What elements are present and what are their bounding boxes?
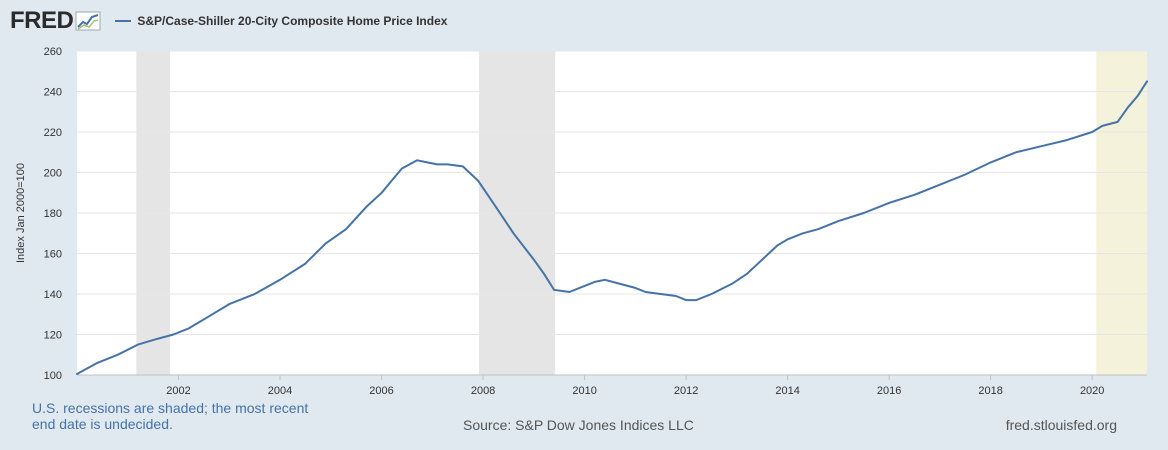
x-tick-label-2004: 2004 [268,385,292,397]
fred-logo-graph-icon [75,11,101,31]
x-tick-label-2018: 2018 [978,385,1002,397]
chart-header: FRED S&P/Case-Shiller 20-City Composite … [10,6,447,36]
recession-note: U.S. recessions are shaded; the most rec… [32,400,309,432]
y-tick-label-240: 240 [44,87,62,99]
line-chart: 100 120 140 160 180 200 220 240 260 2002 2004 2006… [15,46,1148,397]
x-tick-label-2012: 2012 [674,385,698,397]
series-line-1 [76,80,1148,375]
x-tick-label-2014: 2014 [775,385,799,397]
x-tick-label-2010: 2010 [572,385,596,397]
series-layer [76,80,1148,375]
x-axis-ticks: 2002 2004 2006 2008 2010 2012 2014 2016 2018 2020 [166,375,1104,397]
y-tick-label-200: 200 [44,168,62,180]
y-axis-ticks: 100 120 140 160 180 200 220 240 260 [44,46,62,382]
y-tick-label-140: 140 [44,289,62,301]
x-tick-label-2008: 2008 [471,385,495,397]
y-tick-label-220: 220 [44,127,62,139]
y-tick-label-160: 160 [44,249,62,261]
fred-logo[interactable]: FRED [10,7,74,34]
legend-swatch [115,20,132,22]
data-source[interactable]: Source: S&P Dow Jones Indices LLC [463,417,694,433]
y-tick-label-120: 120 [44,330,62,342]
y-tick-label-180: 180 [44,208,62,220]
x-tick-label-2020: 2020 [1080,385,1104,397]
y-tick-label-100: 100 [44,370,62,382]
x-tick-label-2016: 2016 [877,385,901,397]
chart-legend: S&P/Case-Shiller 20-City Composite Home … [115,14,447,28]
x-tick-label-2006: 2006 [369,385,393,397]
x-tick-label-2002: 2002 [166,385,190,397]
legend-label: S&P/Case-Shiller 20-City Composite Home … [137,14,448,28]
y-tick-label-260: 260 [44,46,62,58]
y-axis-label: Index Jan 2000=100 [15,163,27,263]
fred-url-link[interactable]: fred.stlouisfed.org [1005,417,1117,433]
